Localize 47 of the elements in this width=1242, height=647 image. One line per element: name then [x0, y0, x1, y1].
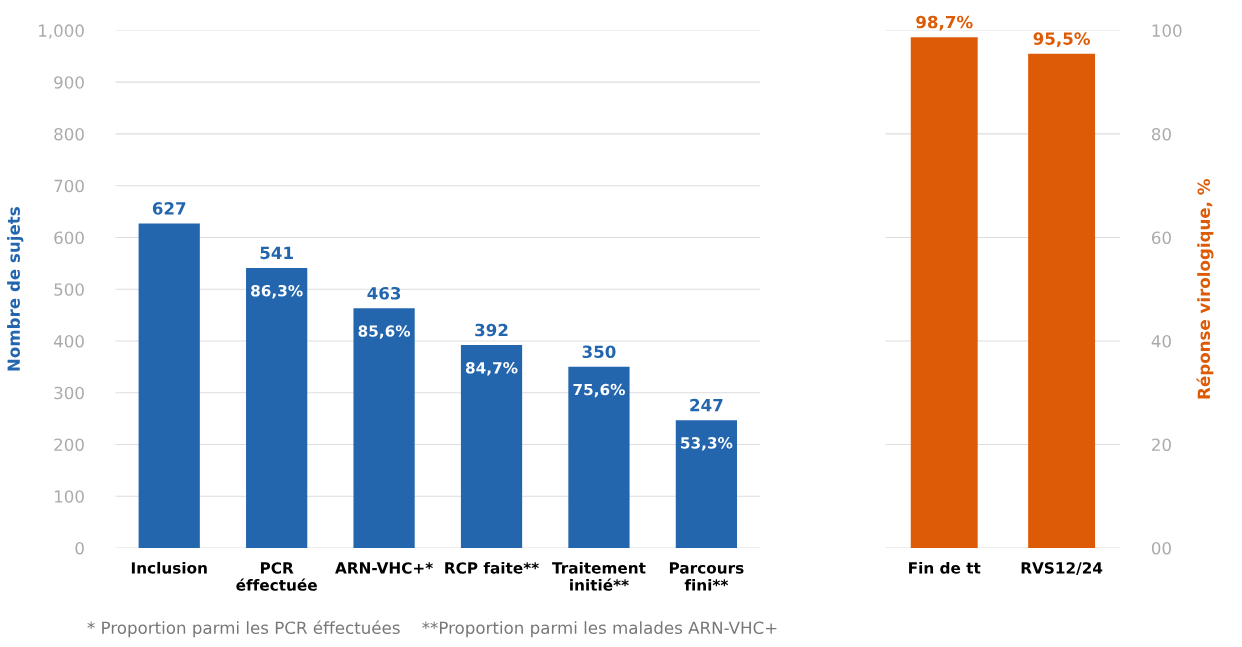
y-tick-label: 500	[54, 283, 84, 296]
y2-tick-label: 00	[1151, 541, 1171, 555]
data-label: 463	[367, 286, 401, 300]
y-axis-title: Nombre de sujets	[7, 207, 24, 371]
data-label: 350	[582, 345, 616, 359]
data-label: 247	[690, 398, 723, 412]
bar	[246, 267, 308, 549]
y-tick-label: 200	[54, 438, 84, 452]
annotation: 85,6%	[358, 325, 411, 339]
y2-tick-label: 40	[1151, 334, 1171, 348]
y2-tick-label: 100	[1152, 24, 1182, 37]
y-tick-label: 400	[53, 334, 84, 348]
data-label: 98,7%	[916, 15, 973, 31]
bar	[675, 420, 738, 549]
x-tick-label: Fin de tt	[909, 561, 981, 574]
x-tick-label: RVS12/24	[1021, 562, 1103, 575]
annotation: 86,3%	[251, 284, 303, 299]
x-tick-label: Traitement initié**	[552, 561, 646, 591]
y-tick-label: 800	[54, 127, 84, 141]
x-tick-label: ARN-VHC+*	[335, 562, 433, 574]
y-tick-label: 100	[54, 490, 84, 503]
x-tick-label: PCR éffectuée	[236, 562, 317, 591]
bar	[138, 223, 200, 549]
y-tick-label: 1,000	[39, 24, 84, 39]
y-tick-label: 900	[54, 76, 84, 89]
y2-tick-label: 20	[1152, 438, 1171, 452]
annotation: 84,7%	[465, 362, 518, 376]
y2-tick-label: 80	[1151, 127, 1171, 141]
y-tick-label: 300	[54, 386, 84, 400]
y2-axis-title: Réponse virologique, %	[1196, 179, 1214, 399]
data-label: 95,5%	[1033, 32, 1090, 48]
x-tick-label: Inclusion	[131, 561, 207, 574]
data-label: 392	[475, 323, 508, 337]
data-label: 541	[260, 246, 293, 260]
bar	[460, 345, 523, 549]
annotation: 53,3%	[681, 437, 733, 451]
y-tick-label: 600	[54, 231, 84, 245]
bar	[353, 308, 415, 549]
x-tick-label: Parcours fini**	[669, 562, 744, 591]
bar	[568, 366, 630, 549]
text: * Proportion parmi les PCR éffectuées **Proportion parmi les malades ARN-VHC+	[87, 620, 777, 638]
x-tick-label: RCP faite**	[445, 561, 539, 574]
data-label: 627	[152, 202, 186, 215]
annotation: 75,6%	[573, 383, 625, 398]
y2-tick-label: 60	[1152, 231, 1171, 245]
y-tick-label: 700	[54, 179, 84, 193]
y-tick-label: 0	[75, 541, 84, 555]
